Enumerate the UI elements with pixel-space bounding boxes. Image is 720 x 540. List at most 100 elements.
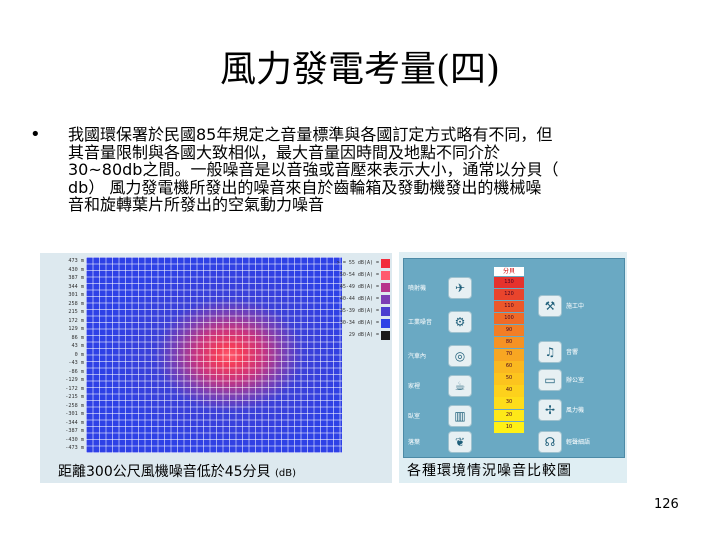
scene-label: 輕聲細語	[566, 439, 591, 446]
noise-heatmap	[86, 257, 342, 453]
body-line: db） 風力發電機所發出的噪音來自於齒輪箱及發動機發出的機械噪	[68, 177, 542, 197]
legend-label: 35-39 dB(A) =	[339, 308, 379, 314]
legend-label: 45-49 dB(A) =	[339, 284, 379, 290]
slide-title: 風力發電考量(四)	[219, 49, 501, 90]
axis-tick-label: 344 m	[68, 283, 84, 290]
legend-entry: 40-44 dB(A) =	[302, 295, 390, 305]
scene-label: 落葉	[408, 439, 421, 446]
legend-entry: 29 dB(A) =	[302, 331, 390, 341]
axis-tick-label: 215 m	[68, 309, 84, 316]
legend-label: 40-44 dB(A) =	[339, 296, 379, 302]
bullet-marker: •	[30, 124, 41, 145]
axis-tick-label: 387 m	[68, 275, 84, 282]
axis-tick-label: 86 m	[71, 334, 85, 341]
legend-entry: 50-54 dB(A) =	[302, 271, 390, 281]
axis-tick-label: 43 m	[71, 343, 85, 350]
legend-swatch	[381, 307, 390, 316]
axis-tick-label: -129 m	[65, 377, 84, 384]
axis-tick-label: -387 m	[65, 428, 84, 435]
axis-tick-label: 473 m	[68, 258, 84, 264]
axis-tick-label: -43 m	[68, 360, 84, 367]
legend-entry: > = 55 dB(A) =	[302, 259, 390, 269]
scale-cell: 130	[494, 276, 524, 289]
scale-cell: 100	[494, 312, 524, 325]
scene-icon: ♫	[538, 341, 562, 363]
scene-icon: ☕	[448, 375, 472, 397]
heatmap-caption: 距離300公尺風機噪音低於45分貝 (dB)	[58, 461, 296, 481]
scene-icon: ▥	[448, 405, 472, 427]
body-line: 我國環保署於民國85年規定之音量標準與各國訂定方式略有不同，但	[68, 125, 553, 144]
scale-cell: 30	[494, 397, 524, 409]
legend-swatch	[381, 271, 390, 280]
legend-swatch	[381, 259, 390, 268]
body-paragraph: 我國環保署於民國85年規定之音量標準與各國訂定方式略有不同，但 其音量限制與各國…	[68, 126, 680, 214]
scene-label: 風力機	[566, 407, 585, 414]
scene-icon: ⚙	[448, 311, 472, 333]
legend-label: > = 55 dB(A) =	[336, 260, 379, 266]
scene-label: 噴射機	[408, 285, 427, 292]
scene-icon: ☊	[538, 431, 562, 453]
noise-legend: > = 55 dB(A) = 50-54 dB(A) = 45-49 dB(A) =…	[302, 259, 390, 343]
scene-label: 工業噪音	[408, 319, 433, 326]
body-line: 30~80db之間。一般噪音是以音強或音壓來表示大小，通常以分貝（	[68, 160, 559, 179]
scale-cell: 70	[494, 349, 524, 361]
scene-icon: ❦	[448, 431, 472, 453]
axis-tick-label: 430 m	[68, 266, 84, 273]
legend-swatch	[381, 283, 390, 292]
axis-tick-label: 172 m	[68, 317, 84, 324]
body-line: 音和旋轉葉片所發出的空氣動力噪音	[68, 195, 325, 214]
scene-label: 汽車內	[408, 353, 427, 360]
noise-comparison-figure: 分貝 130 120 110 100 90 80 70 60 50 40 30 20 10 噴射機 ✈ 工業噪…	[399, 252, 627, 483]
page-number: 126	[654, 497, 679, 512]
legend-swatch	[381, 331, 390, 340]
scene-icon: ✈	[448, 277, 472, 299]
distance-axis: 473 m 430 m 387 m 344 m 301 m 258 m 215 m 172 m…	[40, 258, 84, 454]
scale-cell: 90	[494, 325, 524, 337]
scene-icon: ⚒	[538, 295, 562, 317]
heatmap-caption-text: 距離300公尺風機噪音低於45分貝	[58, 464, 271, 480]
scene-label: 辦公室	[566, 377, 585, 384]
axis-tick-label: -258 m	[65, 402, 84, 409]
axis-tick-label: -172 m	[65, 385, 84, 392]
legend-label: 29 dB(A) =	[348, 332, 379, 338]
legend-swatch	[381, 295, 390, 304]
scale-cell: 10	[494, 421, 524, 434]
axis-tick-label: 258 m	[68, 300, 84, 307]
axis-tick-label: -301 m	[65, 411, 84, 418]
comparison-scene: 分貝 130 120 110 100 90 80 70 60 50 40 30 20 10 噴射機 ✈ 工業噪…	[403, 258, 625, 458]
axis-tick-label: -86 m	[68, 368, 84, 375]
legend-entry: 30-34 dB(A) =	[302, 319, 390, 329]
axis-tick-label: -430 m	[65, 436, 84, 443]
scene-label: 臥室	[408, 413, 421, 420]
scene-icon: ◎	[448, 345, 472, 367]
scene-icon: ▭	[538, 369, 562, 391]
legend-entry: 35-39 dB(A) =	[302, 307, 390, 317]
scale-cell: 110	[494, 300, 524, 313]
scale-cell: 50	[494, 373, 524, 385]
body-line: 其音量限制與各國大致相似，最大音量因時間及地點不同介於	[68, 142, 501, 162]
legend-label: 50-54 dB(A) =	[339, 272, 379, 278]
heatmap-caption-unit: (dB)	[275, 468, 297, 479]
axis-tick-label: 301 m	[68, 292, 84, 299]
scale-cell: 40	[494, 385, 524, 397]
axis-tick-label: -215 m	[65, 394, 84, 401]
legend-swatch	[381, 319, 390, 328]
scale-cell: 60	[494, 361, 524, 373]
comparison-caption: 各種環境情況噪音比較圖	[407, 463, 572, 479]
axis-tick-label: 129 m	[68, 326, 84, 333]
axis-tick-label: -344 m	[65, 419, 84, 426]
scale-cell: 120	[494, 288, 524, 301]
scale-cell: 80	[494, 337, 524, 349]
noise-heatmap-figure: 473 m 430 m 387 m 344 m 301 m 258 m 215 m 172 m…	[40, 253, 392, 483]
scene-label: 家裡	[408, 383, 421, 390]
scale-header: 分貝	[494, 267, 524, 276]
scale-cell: 20	[494, 409, 524, 421]
legend-entry: 45-49 dB(A) =	[302, 283, 390, 293]
decibel-scale: 分貝 130 120 110 100 90 80 70 60 50 40 30 20 10	[494, 267, 524, 434]
scene-icon: ✢	[538, 399, 562, 421]
axis-tick-label: 0 m	[74, 351, 84, 358]
axis-tick-label: -473 m	[65, 445, 84, 452]
legend-label: 30-34 dB(A) =	[339, 320, 379, 326]
scene-label: 施工中	[566, 303, 585, 310]
scene-label: 音響	[566, 349, 579, 356]
